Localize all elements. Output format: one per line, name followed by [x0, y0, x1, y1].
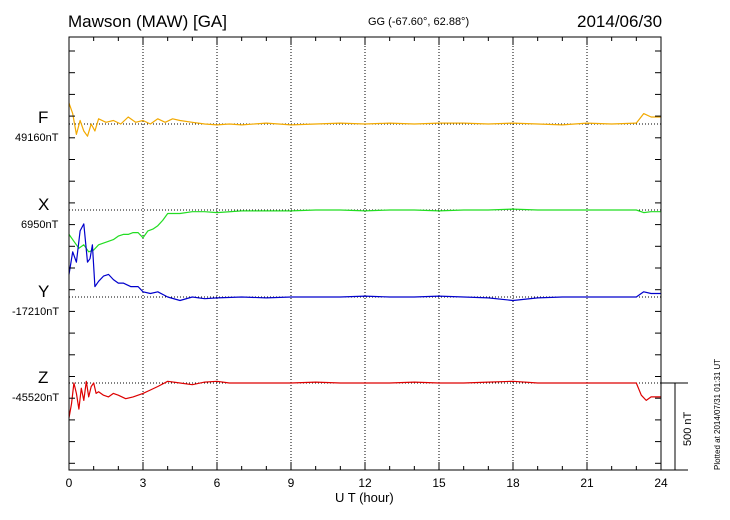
series-line-f	[68, 102, 661, 137]
x-tick-label: 15	[432, 476, 446, 490]
x-tick-label: 12	[358, 476, 372, 490]
station-title: Mawson (MAW) [GA]	[68, 12, 227, 31]
x-tick-label: 6	[214, 476, 221, 490]
x-tick-label: 9	[288, 476, 295, 490]
series-label-f: F	[38, 108, 49, 127]
x-tick-label: 21	[580, 476, 594, 490]
x-tick-label: 0	[66, 476, 73, 490]
series-label-z: Z	[38, 368, 49, 387]
series-label-y: Y	[38, 282, 50, 301]
baseline-label-f: 49160nT	[15, 132, 59, 144]
series-line-y	[68, 223, 661, 302]
x-axis-label: U T (hour)	[335, 490, 394, 505]
baseline-label-y: -17210nT	[12, 306, 60, 318]
baseline-label-x: 6950nT	[21, 219, 59, 231]
series-line-z	[68, 380, 661, 418]
x-tick-label: 3	[140, 476, 147, 490]
station-coordinates: GG (-67.60°, 62.88°)	[368, 16, 470, 28]
baseline-label-z: -45520nT	[12, 392, 60, 404]
series-label-x: X	[38, 195, 50, 214]
plot-date: 2014/06/30	[577, 12, 663, 31]
series-line-x	[68, 208, 661, 253]
x-tick-label: 18	[506, 476, 520, 490]
x-tick-label: 24	[654, 476, 668, 490]
